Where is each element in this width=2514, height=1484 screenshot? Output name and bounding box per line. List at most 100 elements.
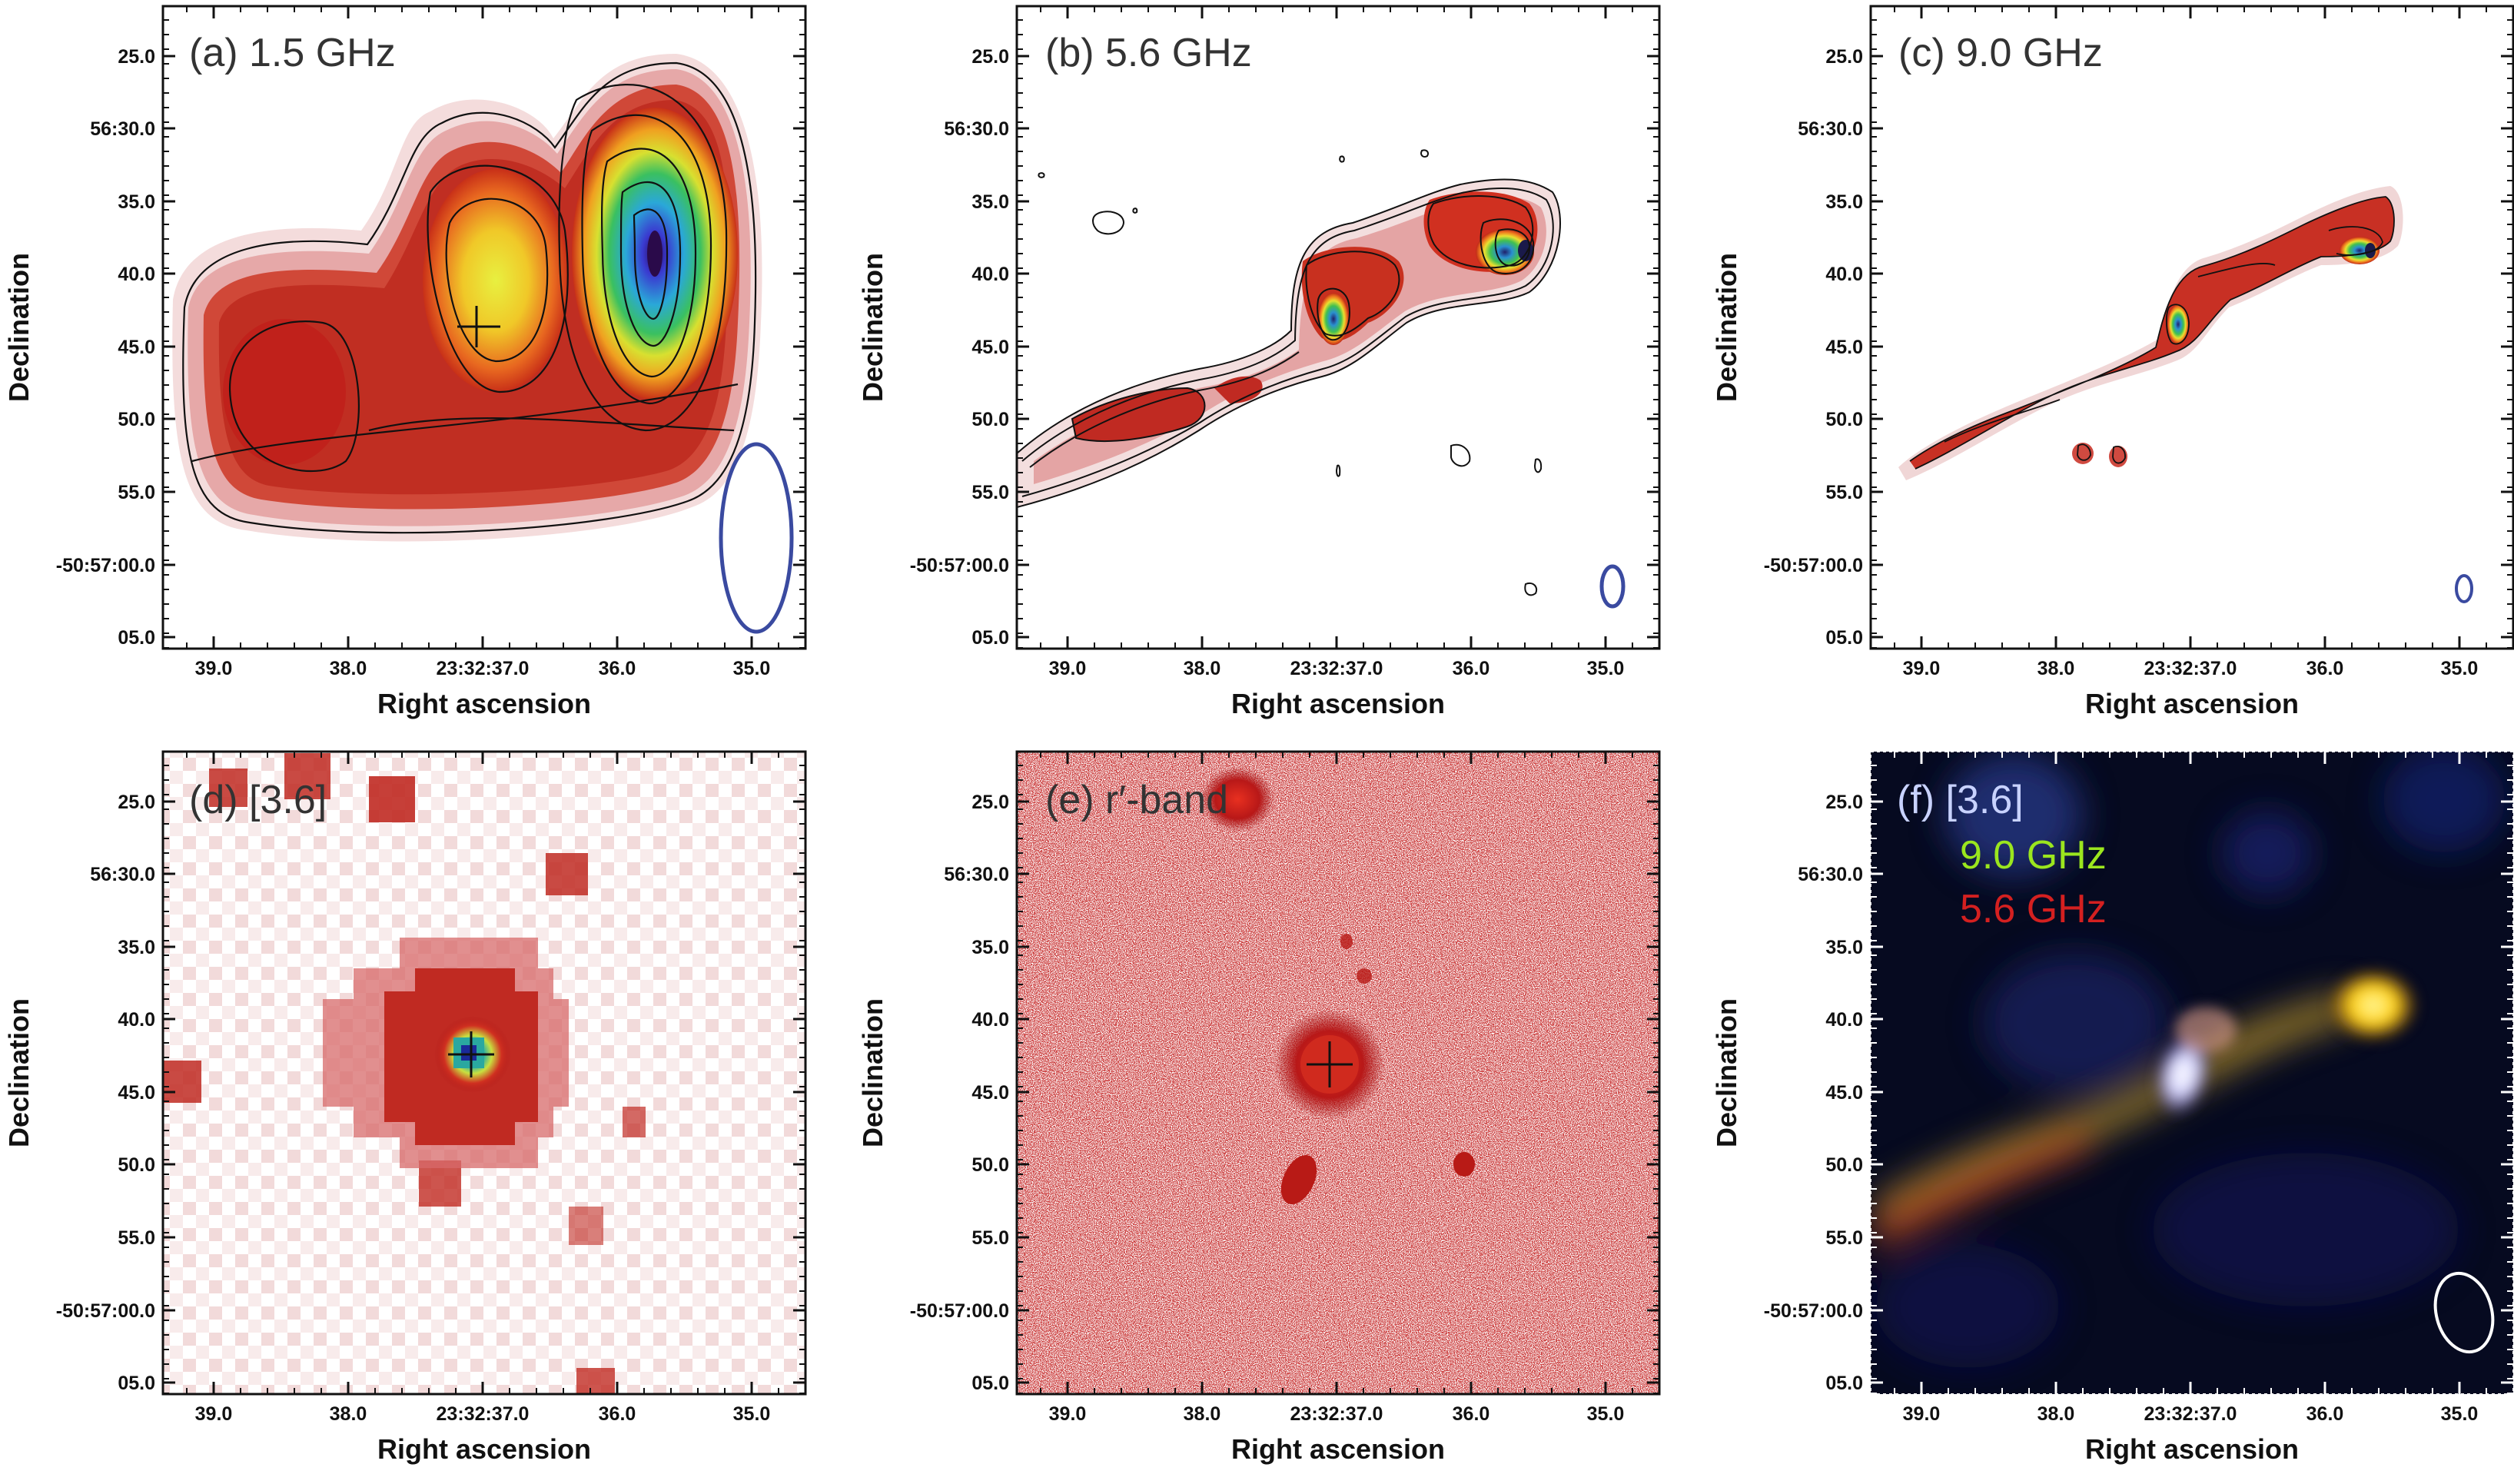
y-tick-label: 45.0 <box>971 1082 1009 1104</box>
x-tick-label: 23:32:37.0 <box>1290 658 1383 679</box>
y-tick-label: 35.0 <box>1825 937 1863 958</box>
y-tick-label: 35.0 <box>971 937 1009 958</box>
legend-5ghz: 5.6 GHz <box>1960 887 2107 931</box>
y-tick-label: 05.0 <box>118 627 155 649</box>
x-tick-label: 38.0 <box>2037 658 2075 679</box>
y-tick-label: 35.0 <box>118 937 155 958</box>
y-tick-label: 56:30.0 <box>90 118 155 140</box>
axes-panel-c: 39.0 38.0 23:32:37.0 36.0 35.0 25.0 56:30.0 35.… <box>1711 6 2513 719</box>
y-tick-label: 35.0 <box>118 191 155 213</box>
y-tick-label: 55.0 <box>118 1227 155 1249</box>
legend-9ghz: 9.0 GHz <box>1960 833 2107 878</box>
y-tick-label: 25.0 <box>971 792 1009 813</box>
axes-panel-b: 39.0 38.0 23:32:37.0 36.0 35.0 25.0 56:30.0 35.… <box>857 6 1659 719</box>
x-tick-label: 39.0 <box>1903 1403 1941 1425</box>
x-tick-label: 36.0 <box>1453 658 1490 679</box>
x-tick-label: 36.0 <box>599 658 636 679</box>
y-axis-title: Declination <box>857 253 888 402</box>
y-tick-label: -50:57:00.0 <box>1764 1300 1863 1322</box>
x-axis-title: Right ascension <box>1231 688 1445 719</box>
x-tick-label: 39.0 <box>1049 658 1087 679</box>
beam-ellipse <box>719 442 794 634</box>
panel-d: (d) [3.6] <box>161 750 807 1396</box>
x-tick-label: 35.0 <box>2441 1403 2479 1425</box>
contours-c <box>1909 196 2395 470</box>
y-axis-title: Declination <box>3 253 35 402</box>
x-tick-label: 36.0 <box>1453 1403 1490 1425</box>
y-tick-label: 40.0 <box>971 264 1009 285</box>
y-tick-label: 35.0 <box>1825 191 1863 213</box>
y-tick-label: 25.0 <box>971 46 1009 68</box>
y-tick-label: 05.0 <box>1825 1373 1863 1394</box>
x-tick-label: 23:32:37.0 <box>2144 658 2237 679</box>
y-tick-label: 55.0 <box>1825 482 1863 503</box>
x-tick-label: 23:32:37.0 <box>2144 1403 2237 1425</box>
beam-ellipse <box>2455 574 2473 603</box>
x-tick-label: 38.0 <box>330 658 367 679</box>
panel-f-frame <box>1870 751 2514 1395</box>
y-axis-title: Declination <box>1711 998 1742 1147</box>
y-tick-label: 55.0 <box>1825 1227 1863 1249</box>
y-tick-label: 50.0 <box>971 409 1009 430</box>
panel-c: (c) 9.0 GHz <box>1869 5 2514 650</box>
panel-label: (c) 9.0 GHz <box>1898 31 2103 75</box>
y-tick-label: 56:30.0 <box>1798 118 1863 140</box>
beam-ellipse <box>1599 564 1626 609</box>
y-tick-label: 05.0 <box>971 627 1009 649</box>
y-tick-label: 45.0 <box>971 337 1009 358</box>
x-axis-title: Right ascension <box>377 1433 591 1465</box>
x-tick-label: 38.0 <box>2037 1403 2075 1425</box>
y-tick-label: -50:57:00.0 <box>910 555 1009 576</box>
x-tick-label: 39.0 <box>195 1403 233 1425</box>
y-tick-label: 40.0 <box>118 1009 155 1031</box>
y-tick-label: 50.0 <box>1825 1154 1863 1176</box>
y-tick-label: 05.0 <box>118 1373 155 1394</box>
panel-label: (b) 5.6 GHz <box>1045 31 1252 75</box>
y-tick-label: 35.0 <box>971 191 1009 213</box>
y-tick-label: 40.0 <box>118 264 155 285</box>
y-tick-label: 45.0 <box>118 1082 155 1104</box>
x-axis-title: Right ascension <box>2085 1433 2299 1465</box>
y-tick-label: 56:30.0 <box>944 864 1009 885</box>
panel-d-image <box>163 752 805 1394</box>
y-tick-label: 05.0 <box>971 1373 1009 1394</box>
axes-panel-e: 39.0 38.0 23:32:37.0 36.0 35.0 25.0 56:30.0 35.… <box>857 752 1659 1465</box>
x-tick-label: 35.0 <box>733 1403 771 1425</box>
x-tick-label: 36.0 <box>2306 658 2344 679</box>
y-tick-label: 25.0 <box>118 792 155 813</box>
y-tick-label: -50:57:00.0 <box>56 555 155 576</box>
y-tick-label: 40.0 <box>971 1009 1009 1031</box>
axes-panel-f: 39.0 38.0 23:32:37.0 36.0 35.0 25.0 56:30.0 35.… <box>1711 752 2513 1465</box>
y-tick-label: 45.0 <box>1825 337 1863 358</box>
panel-b: (b) 5.6 GHz <box>1015 5 1661 650</box>
panel-label: (a) 1.5 GHz <box>189 31 396 75</box>
axes-panel-a: 39.0 38.0 23:32:37.0 36.0 35.0 25.0 56:30.0 35.… <box>3 6 805 719</box>
axes-layer: 39.0 38.0 23:32:37.0 36.0 35.0 25.0 56:30.0 35.… <box>3 6 2513 1465</box>
y-tick-label: 25.0 <box>1825 46 1863 68</box>
x-tick-label: 39.0 <box>195 658 233 679</box>
contours-b <box>1017 149 1561 596</box>
x-axis-title: Right ascension <box>377 688 591 719</box>
y-tick-label: 50.0 <box>1825 409 1863 430</box>
contours-a <box>182 61 757 534</box>
y-tick-label: -50:57:00.0 <box>56 1300 155 1322</box>
panel-e: (e) r′-band <box>1015 750 1661 1396</box>
y-tick-label: 25.0 <box>1825 792 1863 813</box>
y-tick-label: -50:57:00.0 <box>910 1300 1009 1322</box>
y-tick-label: 50.0 <box>118 409 155 430</box>
x-tick-label: 35.0 <box>1587 1403 1625 1425</box>
y-tick-label: 45.0 <box>118 337 155 358</box>
y-tick-label: 25.0 <box>118 46 155 68</box>
panel-f-image <box>1875 752 2506 1368</box>
y-tick-label: 05.0 <box>1825 627 1863 649</box>
x-tick-label: 35.0 <box>733 658 771 679</box>
y-axis-title: Declination <box>3 998 35 1147</box>
x-tick-label: 36.0 <box>599 1403 636 1425</box>
y-tick-label: 50.0 <box>971 1154 1009 1176</box>
y-tick-label: 40.0 <box>1825 264 1863 285</box>
x-tick-label: 35.0 <box>1587 658 1625 679</box>
panel-f: (f) [3.6] 9.0 GHz 5.6 GHz <box>1870 751 2514 1395</box>
x-tick-label: 23:32:37.0 <box>437 658 530 679</box>
panel-a: (a) 1.5 GHz <box>161 5 807 650</box>
